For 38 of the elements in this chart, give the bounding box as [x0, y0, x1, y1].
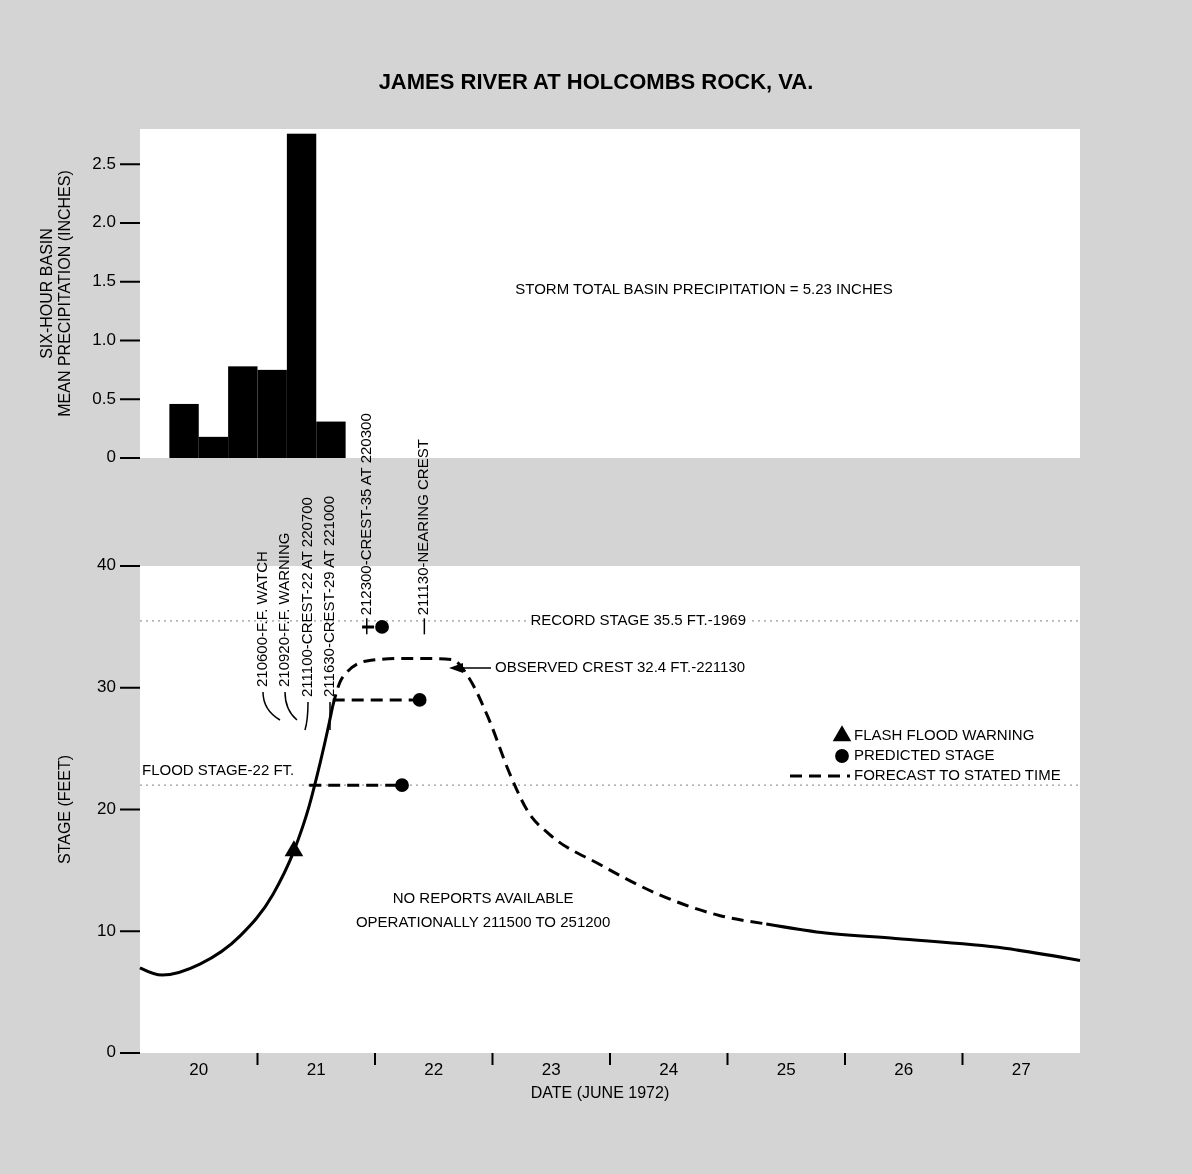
x-tick-label: 27	[1011, 1060, 1031, 1079]
y-tick-label: 2.0	[92, 212, 116, 232]
y-axis-title: SIX-HOUR BASIN MEAN PRECIPITATION (INCHES)	[38, 170, 74, 417]
chart-title: JAMES RIVER AT HOLCOMBS ROCK, VA.	[378, 69, 814, 94]
legend-label: PREDICTED STAGE	[854, 745, 995, 763]
y-tick-label: 40	[97, 555, 116, 575]
y-tick-label: 1.5	[92, 271, 116, 291]
y-tick-label: 0	[106, 1042, 116, 1062]
annotation: 211130-NEARING CREST	[414, 439, 432, 616]
x-tick-label: 22	[424, 1060, 444, 1079]
x-tick-label: 21	[306, 1060, 326, 1079]
y-tick-label: 30	[97, 677, 116, 697]
x-tick-label: 23	[541, 1060, 561, 1079]
annotation: STORM TOTAL BASIN PRECIPITATION = 5.23 INCHES	[515, 279, 893, 297]
y-tick-label: 0	[106, 447, 116, 467]
annotation: 211100-CREST-22 AT 220700	[297, 497, 315, 697]
x-tick-label: 25	[776, 1060, 796, 1079]
x-tick-label: 26	[894, 1060, 914, 1079]
y-tick-label: 20	[97, 798, 116, 818]
legend-label: FLASH FLOOD WARNING	[854, 725, 1035, 743]
ref-line-label: FLOOD STAGE-22 FT.	[142, 761, 295, 779]
annotation: 210920-F.F. WARNING	[274, 532, 292, 687]
y-tick-label: 10	[97, 920, 116, 940]
x-tick-label: 20	[189, 1060, 209, 1079]
legend-label: FORECAST TO STATED TIME	[854, 765, 1061, 783]
ref-line-label: RECORD STAGE 35.5 FT.-1969	[530, 610, 747, 628]
annotation: 210600-F.F. WATCH	[252, 551, 270, 687]
annotation: 212300-CREST-35 AT 220300	[356, 413, 374, 616]
annotation: OBSERVED CREST 32.4 FT.-221130	[495, 657, 746, 675]
y-tick-label: 1.0	[92, 329, 116, 349]
annotation: OPERATIONALLY 211500 TO 251200	[355, 913, 611, 931]
annotation: 211630-CREST-29 AT 221000	[319, 496, 337, 697]
y-tick-label: 0.5	[92, 388, 116, 408]
x-axis-title: DATE (JUNE 1972)	[530, 1084, 670, 1101]
x-tick-label: 24	[659, 1060, 679, 1079]
y-axis-title: STAGE (FEET)	[56, 754, 73, 865]
y-tick-label: 2.5	[92, 153, 116, 173]
annotation: NO REPORTS AVAILABLE	[392, 889, 574, 907]
